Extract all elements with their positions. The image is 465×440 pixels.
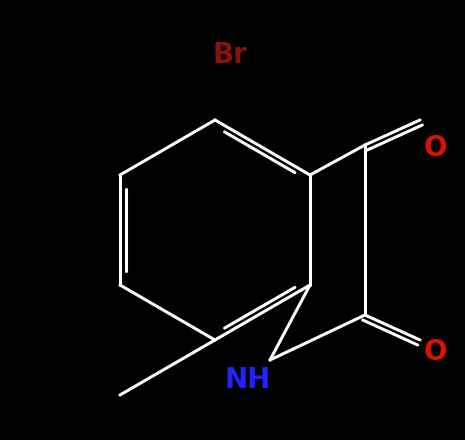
Text: NH: NH [225, 366, 271, 394]
Text: Br: Br [213, 41, 247, 69]
Text: O: O [423, 134, 447, 162]
Text: O: O [423, 338, 447, 366]
